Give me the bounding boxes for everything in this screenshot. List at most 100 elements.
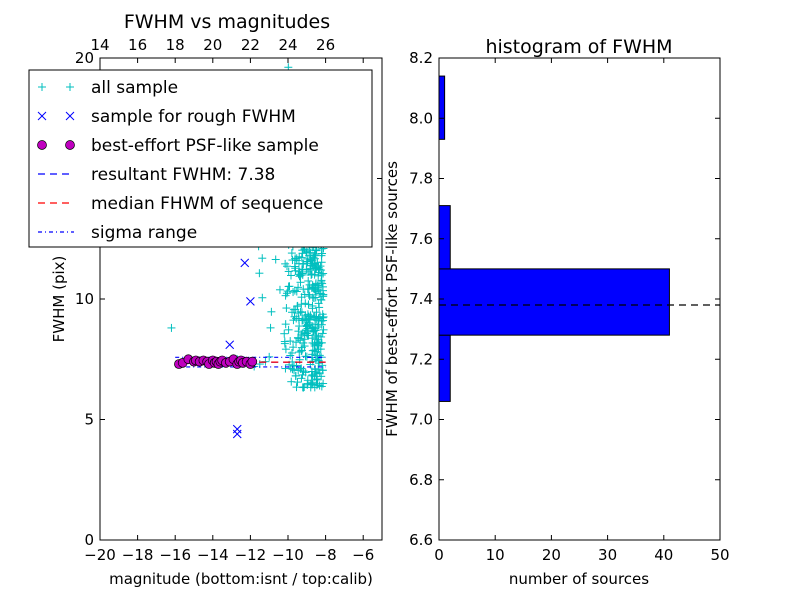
scatter-y-axis-label: FWHM (pix) — [50, 256, 68, 343]
scatter-x-tick-label: −6 — [352, 546, 374, 564]
all-sample-point — [318, 366, 327, 375]
all-sample-point — [306, 315, 315, 324]
all-sample-point — [283, 287, 292, 296]
histogram-y-tick-label: 8.0 — [409, 109, 433, 127]
all-sample-point — [308, 301, 317, 310]
scatter-top-tick-label: 24 — [278, 36, 297, 54]
all-sample-point — [302, 265, 311, 274]
rough-sample-point-b — [246, 297, 255, 306]
all-sample-point — [296, 307, 305, 316]
scatter-x-axis-label: magnitude (bottom:isnt / top:calib) — [109, 570, 373, 588]
all-sample-point — [317, 382, 326, 391]
all-sample-point — [319, 269, 328, 278]
all-sample-point — [311, 351, 320, 360]
all-sample-point — [284, 325, 293, 334]
rough-sample-point — [246, 297, 255, 306]
legend-entry: median FHWM of sequence — [38, 194, 323, 214]
scatter-x-tick-label: −8 — [315, 546, 337, 564]
all-sample-point — [315, 303, 324, 312]
scatter-top-tick-label: 16 — [128, 36, 147, 54]
legend-marker — [65, 140, 75, 150]
all-sample-point — [267, 307, 276, 316]
histogram-y-axis-label: FWHM of best-effort PSF-like sources — [383, 161, 401, 437]
all-sample-point — [313, 341, 322, 350]
all-sample-point — [317, 372, 326, 381]
all-sample-point — [318, 310, 327, 319]
all-sample-point — [294, 334, 303, 343]
all-sample-point — [294, 259, 303, 268]
legend-label: sample for rough FWHM — [91, 107, 296, 127]
all-sample-point — [287, 377, 296, 386]
histogram-y-tick-label: 7.0 — [409, 411, 433, 429]
all-sample-point — [297, 346, 306, 355]
all-sample-point — [317, 277, 326, 286]
all-sample-point — [319, 325, 328, 334]
all-sample-point — [308, 338, 317, 347]
all-sample-point — [308, 323, 317, 332]
all-sample-point — [295, 322, 304, 331]
histogram-y-tick-label: 7.8 — [409, 170, 433, 188]
scatter-top-tick-label: 14 — [90, 36, 109, 54]
scatter-x-tick-label: −16 — [159, 546, 191, 564]
all-sample-point — [292, 383, 301, 392]
legend-marker-b — [65, 111, 75, 121]
histogram-x-tick-label: 10 — [486, 546, 505, 564]
all-sample-point — [258, 254, 267, 263]
legend-marker-b — [37, 111, 47, 121]
all-sample-point — [308, 256, 317, 265]
scatter-x-tick-label: −10 — [272, 546, 304, 564]
all-sample-point — [298, 269, 307, 278]
all-sample-point — [308, 346, 317, 355]
scatter-y-tick-label: 5 — [84, 411, 94, 429]
legend-label: all sample — [91, 78, 178, 98]
all-sample-point — [317, 270, 326, 279]
legend-entry: sample for rough FWHM — [37, 107, 296, 127]
all-sample-point — [297, 308, 306, 317]
all-sample-point — [309, 327, 318, 336]
scatter-y-tick-label: 0 — [84, 531, 94, 549]
all-sample-point — [281, 320, 290, 329]
all-sample-point — [312, 287, 321, 296]
all-sample-point — [303, 331, 312, 340]
all-sample-point — [291, 371, 300, 380]
all-sample-point — [258, 293, 267, 302]
all-sample-point — [298, 328, 307, 337]
histogram-y-tick-label: 8.2 — [409, 49, 433, 67]
legend-label: best-effort PSF-like sample — [91, 136, 319, 156]
all-sample-point — [305, 280, 314, 289]
histogram-title: histogram of FWHM — [485, 36, 672, 58]
all-sample-point — [317, 266, 326, 275]
scatter-legend: all sample sample for rough FWHM best-effo… — [28, 69, 373, 248]
legend-marker — [38, 83, 46, 91]
histogram-bar — [438, 334, 451, 402]
histogram-bar — [438, 75, 446, 140]
histogram-x-tick-label: 20 — [542, 546, 561, 564]
all-sample-point — [282, 304, 291, 313]
all-sample-point — [290, 312, 299, 321]
rough-sample-point-b — [240, 258, 250, 268]
rough-sample-point — [225, 340, 235, 350]
rough-sample-point-b — [225, 340, 235, 350]
all-sample-point — [301, 368, 310, 377]
scatter-top-tick-label: 26 — [316, 36, 335, 54]
all-sample-point — [284, 267, 293, 276]
scatter-x-tick-label: −14 — [197, 546, 229, 564]
all-sample-point — [271, 255, 280, 264]
rough-sample-point — [240, 258, 250, 268]
all-sample-point — [304, 312, 313, 321]
all-sample-point — [289, 343, 298, 352]
histogram-y-tick-label: 7.2 — [409, 350, 433, 368]
all-sample-point — [305, 292, 314, 301]
legend-label: resultant FWHM: 7.38 — [91, 165, 275, 185]
all-sample-point — [314, 345, 323, 354]
all-sample-point — [281, 345, 290, 354]
all-sample-point — [312, 246, 321, 255]
all-sample-point — [317, 251, 326, 260]
all-sample-point — [302, 329, 311, 338]
all-sample-point — [304, 290, 313, 299]
all-sample-point — [296, 271, 305, 280]
all-sample-point — [297, 300, 306, 309]
all-sample-point — [286, 337, 295, 346]
legend-marker — [66, 83, 74, 91]
legend-entry: best-effort PSF-like sample — [37, 136, 319, 156]
